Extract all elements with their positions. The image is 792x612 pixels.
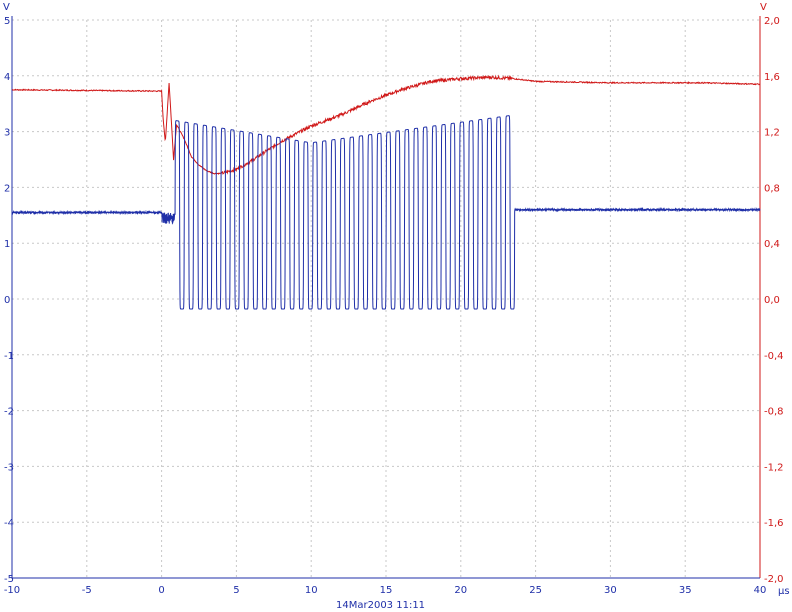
x-tick-label: 40 [754,585,767,596]
right-tick-label: -2,0 [764,574,784,585]
timestamp: 14Mar2003 11:11 [336,600,425,611]
x-tick-label: 35 [679,585,692,596]
waveform-traces [11,74,761,310]
left-tick-label: 5 [4,16,10,27]
right-tick-label: -0,8 [764,407,784,418]
plot-axes [11,16,761,579]
x-tick-label: 10 [305,585,318,596]
left-tick-label: -5 [4,574,14,585]
left-tick-label: 0 [4,295,10,306]
right-tick-label: -1,6 [764,518,784,529]
x-tick-label: 30 [604,585,617,596]
blue-trace [11,115,761,310]
left-tick-label: -2 [4,407,14,418]
right-tick-label: 0,4 [764,239,780,250]
right-tick-label: 0,0 [764,295,780,306]
red-trace [11,74,761,175]
x-tick-label: 25 [529,585,542,596]
left-tick-label: -4 [4,518,14,529]
left-tick-label: 1 [4,239,10,250]
left-tick-label: 3 [4,128,10,139]
x-tick-label: -5 [82,585,92,596]
axis-labels: -10 -5 0 5 10 15 20 25 30 35 40-5-4-3-2-1012345-2,… [4,16,784,596]
left-tick-label: 2 [4,183,10,194]
right-tick-label: 2,0 [764,16,780,27]
x-tick-label: -10 [4,585,20,596]
x-tick-label: 0 [158,585,164,596]
x-axis-unit: µs [778,586,790,597]
right-tick-label: 1,6 [764,72,780,83]
left-axis-unit: V [3,2,10,13]
x-tick-label: 20 [454,585,467,596]
left-tick-label: 4 [4,72,10,83]
right-tick-label: -1,2 [764,462,784,473]
right-axis-unit: V [760,2,767,13]
right-tick-label: 0,8 [764,183,780,194]
x-tick-label: 15 [380,585,393,596]
left-tick-label: -1 [4,351,14,362]
left-tick-label: -3 [4,462,14,473]
right-tick-label: 1,2 [764,128,780,139]
x-tick-label: 5 [233,585,239,596]
right-tick-label: -0,4 [764,351,784,362]
